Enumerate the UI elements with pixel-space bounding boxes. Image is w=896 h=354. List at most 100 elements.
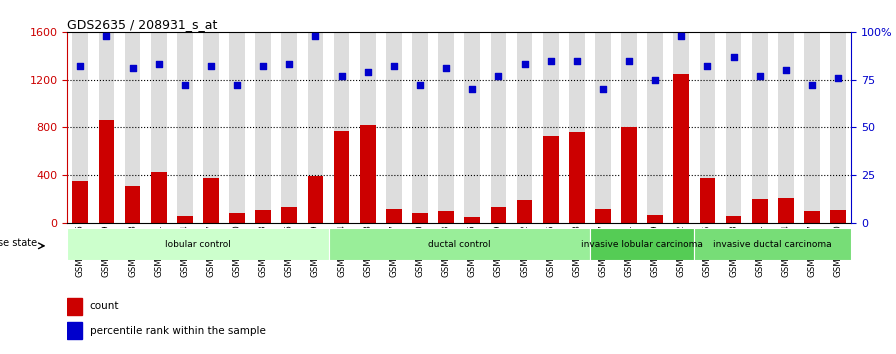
Point <box>73 63 88 69</box>
Text: lobular control: lobular control <box>165 240 231 249</box>
Bar <box>177 32 193 223</box>
Bar <box>752 199 768 223</box>
Bar <box>464 32 480 223</box>
Bar <box>778 198 794 223</box>
Bar <box>490 207 506 223</box>
Bar <box>569 32 585 223</box>
Point <box>151 62 166 67</box>
Point <box>570 58 584 63</box>
Point <box>622 58 636 63</box>
Text: disease state: disease state <box>0 238 37 248</box>
Point <box>491 73 505 79</box>
Point <box>648 77 662 82</box>
Bar <box>595 32 611 223</box>
Point <box>517 62 531 67</box>
Bar <box>517 32 532 223</box>
Bar <box>805 32 820 223</box>
Bar <box>203 32 219 223</box>
Bar <box>590 228 694 260</box>
Bar <box>99 120 114 223</box>
Text: invasive ductal carcinoma: invasive ductal carcinoma <box>713 240 832 249</box>
Bar <box>621 127 637 223</box>
Bar <box>490 32 506 223</box>
Bar <box>281 32 297 223</box>
Bar <box>831 210 846 223</box>
Bar <box>229 213 245 223</box>
Point <box>308 33 323 39</box>
Text: percentile rank within the sample: percentile rank within the sample <box>90 326 265 336</box>
Bar <box>438 211 454 223</box>
Bar <box>752 32 768 223</box>
Point <box>360 69 375 75</box>
Point <box>177 82 192 88</box>
Bar <box>255 32 271 223</box>
Point <box>203 63 218 69</box>
Bar <box>726 32 742 223</box>
Bar <box>386 209 401 223</box>
Bar <box>333 131 349 223</box>
Point <box>439 65 453 71</box>
Point <box>282 62 297 67</box>
Bar <box>464 217 480 223</box>
Bar <box>229 32 245 223</box>
Bar <box>621 32 637 223</box>
Bar <box>151 172 167 223</box>
Bar <box>569 132 585 223</box>
Bar <box>412 32 427 223</box>
Bar <box>307 32 323 223</box>
Bar <box>203 178 219 223</box>
Bar <box>778 32 794 223</box>
Bar <box>543 136 558 223</box>
Bar <box>386 32 401 223</box>
Point <box>753 73 767 79</box>
Point <box>256 63 271 69</box>
Point <box>413 82 427 88</box>
Point <box>544 58 558 63</box>
Bar <box>67 228 329 260</box>
Point <box>727 54 741 59</box>
Bar <box>674 32 689 223</box>
Bar <box>255 210 271 223</box>
Bar <box>674 74 689 223</box>
Point <box>125 65 140 71</box>
Bar <box>805 211 820 223</box>
Bar <box>694 228 851 260</box>
Bar <box>333 32 349 223</box>
Bar <box>360 32 375 223</box>
Text: GDS2635 / 208931_s_at: GDS2635 / 208931_s_at <box>67 18 218 31</box>
Point <box>334 73 349 79</box>
Bar <box>99 32 115 223</box>
Bar <box>73 181 88 223</box>
Bar <box>360 125 375 223</box>
Text: count: count <box>90 302 119 312</box>
Point <box>465 86 479 92</box>
Bar <box>831 32 846 223</box>
Bar <box>151 32 167 223</box>
Bar <box>125 32 141 223</box>
Bar <box>67 322 82 339</box>
Bar <box>67 298 82 315</box>
Bar <box>647 215 663 223</box>
Point <box>805 82 819 88</box>
Bar <box>177 216 193 223</box>
Bar <box>412 213 427 223</box>
Text: ductal control: ductal control <box>428 240 490 249</box>
Bar <box>595 209 611 223</box>
Bar <box>517 200 532 223</box>
Bar <box>700 178 715 223</box>
Point <box>596 86 610 92</box>
Point <box>99 33 114 39</box>
Point <box>387 63 401 69</box>
Bar <box>281 207 297 223</box>
Bar <box>700 32 715 223</box>
Bar <box>73 32 88 223</box>
Point <box>674 33 688 39</box>
Text: invasive lobular carcinoma: invasive lobular carcinoma <box>582 240 703 249</box>
Bar <box>307 176 323 223</box>
Bar <box>125 186 141 223</box>
Bar <box>329 228 590 260</box>
Point <box>230 82 245 88</box>
Bar <box>647 32 663 223</box>
Point <box>831 75 845 81</box>
Point <box>701 63 715 69</box>
